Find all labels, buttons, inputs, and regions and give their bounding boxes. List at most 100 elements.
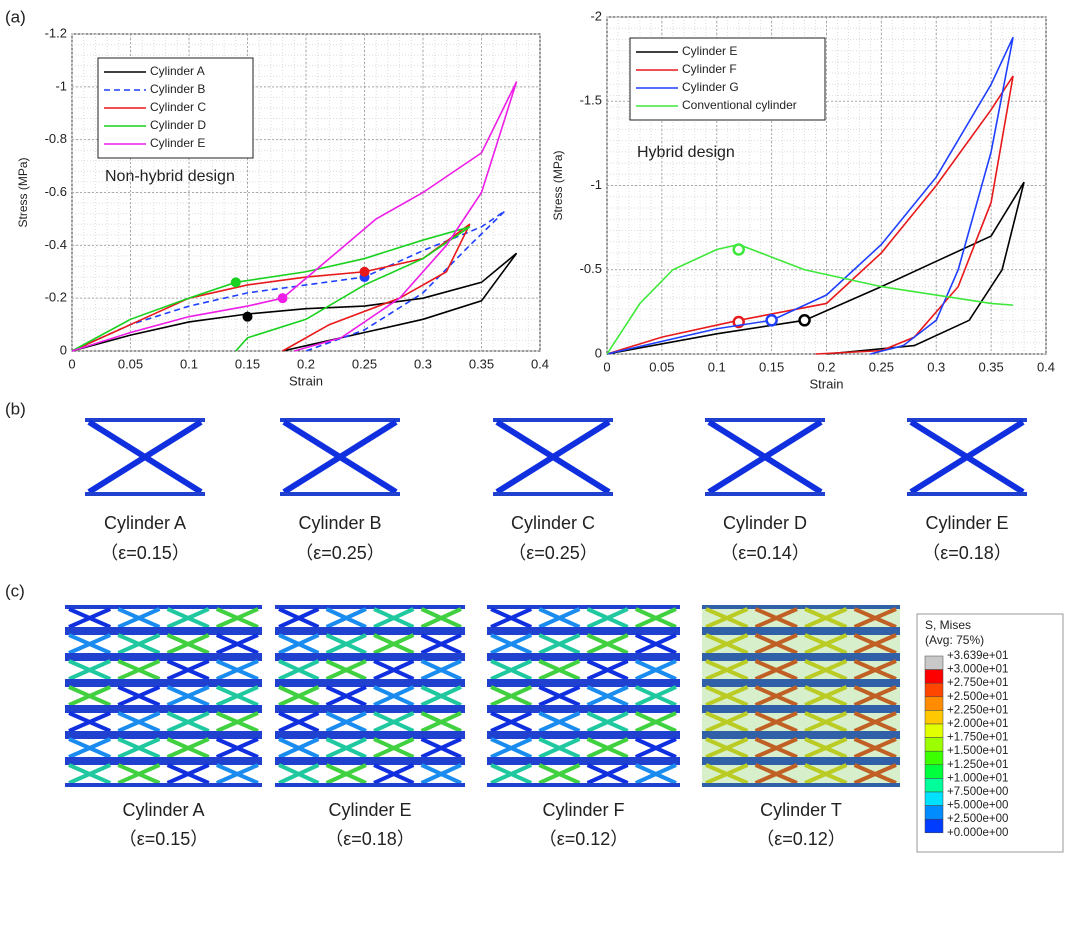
x-tick-label: 0.2 xyxy=(297,356,315,371)
strut xyxy=(804,763,848,785)
item-strain: （ε=0.18） xyxy=(325,829,415,849)
strut xyxy=(215,659,259,681)
strut xyxy=(373,607,415,629)
strut xyxy=(634,659,677,681)
y-tick-label: -1 xyxy=(590,177,602,192)
strut xyxy=(420,763,462,785)
strut xyxy=(634,737,677,759)
contour-swatch xyxy=(924,682,944,698)
contour-swatch xyxy=(924,778,944,793)
strut xyxy=(754,737,798,759)
state-marker xyxy=(277,293,288,304)
strut xyxy=(490,737,533,759)
contour-label: +3.000e+01 xyxy=(947,664,1008,676)
strut xyxy=(538,607,581,629)
x-tick-label: 0.05 xyxy=(649,359,674,374)
contour-label: +1.250e+01 xyxy=(947,759,1008,771)
legend-label: Cylinder E xyxy=(682,44,737,58)
strut xyxy=(117,737,161,759)
strut xyxy=(853,737,897,759)
y-tick-label: -1.5 xyxy=(580,93,602,108)
strut xyxy=(634,685,677,707)
strut xyxy=(373,711,415,733)
stress-overlay xyxy=(702,605,900,787)
strut xyxy=(804,659,848,681)
contour-swatch xyxy=(924,791,944,806)
strut xyxy=(490,607,533,629)
simulation-image xyxy=(487,605,680,787)
contour-label: +2.250e+01 xyxy=(947,704,1008,716)
contour-label: +2.500e+01 xyxy=(947,691,1008,703)
contour-swatch xyxy=(924,723,944,738)
item-strain: （ε=0.15） xyxy=(100,543,190,563)
strut xyxy=(853,633,897,655)
strut xyxy=(68,607,112,629)
simulation-image xyxy=(85,418,205,496)
x-axis-label: Strain xyxy=(810,376,844,391)
strut xyxy=(166,659,210,681)
strut xyxy=(705,763,749,785)
strut xyxy=(373,659,415,681)
strut xyxy=(705,711,749,733)
strut xyxy=(278,711,320,733)
strut xyxy=(804,607,848,629)
strut xyxy=(117,633,161,655)
contour-label: +0.000e+00 xyxy=(947,827,1008,839)
strut xyxy=(705,737,749,759)
strut xyxy=(490,685,533,707)
strut xyxy=(117,659,161,681)
state-marker xyxy=(798,314,811,327)
strut xyxy=(538,685,581,707)
strut xyxy=(804,633,848,655)
strut xyxy=(166,685,210,707)
x-tick-label: 0.4 xyxy=(1037,359,1055,374)
strut xyxy=(853,685,897,707)
series-line xyxy=(71,223,471,352)
strut xyxy=(278,633,320,655)
x-tick-label: 0 xyxy=(68,356,75,371)
contour-label: +5.000e+00 xyxy=(947,800,1008,812)
y-tick-label: -0.4 xyxy=(45,237,67,252)
contour-legend-title: S, Mises xyxy=(925,618,971,632)
contour-label: +7.500e+00 xyxy=(947,786,1008,798)
strut xyxy=(215,607,259,629)
strut xyxy=(278,737,320,759)
strut xyxy=(373,685,415,707)
strut xyxy=(68,763,112,785)
strut xyxy=(278,763,320,785)
strut xyxy=(325,737,367,759)
strut xyxy=(705,685,749,707)
strut xyxy=(117,607,161,629)
strut xyxy=(853,711,897,733)
state-marker xyxy=(230,277,241,288)
strut xyxy=(166,737,210,759)
item-name: Cylinder A xyxy=(122,800,204,820)
annotation: Non-hybrid design xyxy=(105,168,235,185)
panel-label: (a) xyxy=(5,7,26,26)
item-name: Cylinder A xyxy=(104,513,186,533)
y-axis-label: Stress (MPa) xyxy=(16,157,30,227)
strut xyxy=(804,711,848,733)
strut xyxy=(804,685,848,707)
strut xyxy=(215,763,259,785)
strut xyxy=(325,659,367,681)
x-tick-label: 0.15 xyxy=(235,356,260,371)
contour-label: +1.750e+01 xyxy=(947,732,1008,744)
series-line xyxy=(71,81,518,352)
strut xyxy=(634,633,677,655)
strut xyxy=(420,737,462,759)
strut xyxy=(166,711,210,733)
strut xyxy=(754,659,798,681)
contour-swatch xyxy=(924,696,944,711)
strut xyxy=(586,711,629,733)
strut xyxy=(325,633,367,655)
y-tick-label: -0.2 xyxy=(45,290,67,305)
x-tick-label: 0.15 xyxy=(759,359,784,374)
strut xyxy=(166,633,210,655)
x-tick-label: 0.35 xyxy=(978,359,1003,374)
strut xyxy=(215,685,259,707)
strut xyxy=(68,737,112,759)
legend-label: Cylinder A xyxy=(150,64,205,78)
contour-swatch xyxy=(924,710,944,725)
